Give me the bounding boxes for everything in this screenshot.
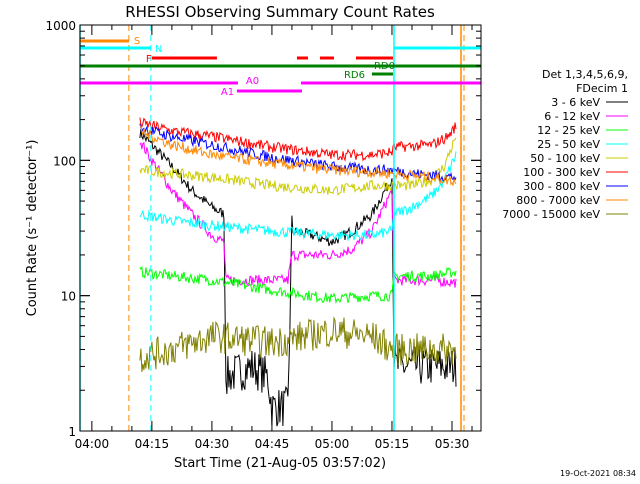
flag-label-f: F [146,54,152,65]
legend-header-1: Det 1,3,4,5,6,9, [542,68,628,81]
plot-area: S NF RD0 RD6 A0 A1 04:00 04:15 04:30 04:45 05:00 05… [45,19,482,451]
flag-label-s: S [134,36,140,47]
x-tick-label: 04:45 [255,437,290,451]
flag-label-a1: A1 [221,87,234,98]
series-line-7 [139,125,457,186]
y-tick-label: 1000 [45,19,76,33]
x-tick-label: 04:30 [195,437,230,451]
x-axis-label: Start Time (21-Aug-05 03:57:02) [174,456,386,471]
y-tick-label: 100 [53,154,76,168]
series-line-3 [139,151,457,241]
x-tick-label: 05:15 [375,437,410,451]
chart-title: RHESSI Observing Summary Count Rates [125,3,435,21]
footer-timestamp: 19-Oct-2021 08:34 [560,469,636,478]
legend-label-6: 300 - 800 keV [523,180,600,193]
y-tick-label: 1 [68,425,76,439]
legend-label-7: 800 - 7000 keV [516,194,600,207]
flag-label-rd0: RD0 [374,61,395,72]
legend-label-5: 100 - 300 keV [523,166,600,179]
legend-header-2: FDecim 1 [576,82,628,95]
legend-label-8: 7000 - 15000 keV [502,208,600,221]
legend-label-2: 12 - 25 keV [537,124,600,137]
series-line-2 [139,265,457,305]
legend-label-3: 25 - 50 keV [537,138,600,151]
y-axis-label: Count Rate (s⁻¹ detector⁻¹) [25,140,40,317]
series-line-4 [139,137,457,196]
x-tick-label: 04:00 [75,437,110,451]
legend-label-1: 6 - 12 keV [544,110,600,123]
y-tick-label: 10 [61,290,76,304]
series-group [139,117,457,427]
series-line-5 [139,117,457,163]
plot-frame [79,24,482,432]
x-tick-label: 05:00 [315,437,350,451]
series-line-8 [139,316,457,372]
legend-label-4: 50 - 100 keV [530,152,600,165]
flag-label-rd6: RD6 [344,70,365,81]
legend-label-0: 3 - 6 keV [551,96,600,109]
x-tick-label: 05:30 [435,437,470,451]
series-line-1 [139,141,457,288]
flag-label-n: N [155,44,162,55]
flag-label-a0: A0 [246,76,259,87]
series-line-6 [139,123,457,182]
x-tick-label: 04:15 [135,437,170,451]
